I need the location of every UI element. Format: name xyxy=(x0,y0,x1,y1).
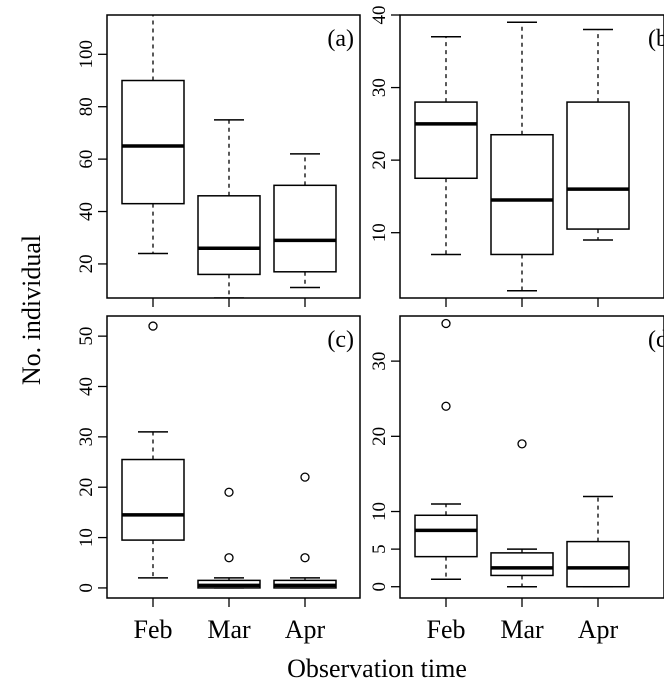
iqr-box xyxy=(121,79,185,205)
panels-group: 20406080100(a)10203040(b)01020304050FebM… xyxy=(76,6,664,644)
outlier-point xyxy=(148,321,158,331)
iqr-box xyxy=(197,195,261,276)
x-tick-label: Feb xyxy=(134,615,173,644)
y-tick-label: 40 xyxy=(369,6,390,25)
panel-frame xyxy=(106,315,361,599)
box-apr xyxy=(273,153,337,289)
outlier-point xyxy=(441,318,451,329)
y-axis-title: No. individual xyxy=(17,235,46,385)
y-tick-label: 100 xyxy=(76,40,97,69)
y-tick-label: 30 xyxy=(369,352,390,371)
iqr-box xyxy=(414,101,478,180)
box-feb xyxy=(121,321,185,579)
box-mar xyxy=(490,439,554,588)
outlier-point xyxy=(224,487,234,497)
y-tick-label: 60 xyxy=(76,150,97,169)
panel-marks xyxy=(414,318,630,588)
box-feb xyxy=(414,36,478,256)
iqr-box xyxy=(566,101,630,230)
panel-label: (c) xyxy=(327,327,354,353)
panel-marks xyxy=(414,21,630,292)
y-tick-label: 40 xyxy=(76,202,97,221)
y-tick-label: 10 xyxy=(369,502,390,521)
y-tick-label: 20 xyxy=(369,151,390,170)
iqr-box xyxy=(566,540,630,588)
panel-marks xyxy=(121,15,337,298)
panel-label: (d) xyxy=(648,327,664,353)
iqr-box xyxy=(273,184,337,273)
box-apr xyxy=(566,495,630,588)
x-tick-label: Feb xyxy=(427,615,466,644)
panel-label: (a) xyxy=(327,26,354,52)
y-tick-label: 10 xyxy=(76,528,97,547)
outlier-point xyxy=(300,553,310,563)
x-tick-label: Mar xyxy=(207,615,251,644)
x-tick-label: Apr xyxy=(578,615,619,644)
y-tick-label: 0 xyxy=(369,582,390,592)
box-apr xyxy=(566,28,630,241)
outlier-point xyxy=(300,472,310,482)
panel-label: (b) xyxy=(648,26,664,52)
y-tick-label: 20 xyxy=(369,427,390,446)
y-tick-label: 10 xyxy=(369,223,390,242)
panel-marks xyxy=(121,321,337,589)
x-tick-label: Mar xyxy=(500,615,544,644)
y-tick-label: 80 xyxy=(76,97,97,116)
outlier-point xyxy=(517,439,527,449)
box-feb xyxy=(121,15,185,255)
box-mar xyxy=(197,119,261,298)
y-tick-label: 20 xyxy=(76,254,97,273)
outlier-point xyxy=(441,401,451,411)
iqr-box xyxy=(490,133,554,256)
iqr-box xyxy=(121,458,185,541)
panel-b: 10 20 30 40 (b) xyxy=(369,6,664,307)
panel-a: 20 40 60 80 100 (a) xyxy=(76,14,361,307)
box-mar xyxy=(490,21,554,292)
y-tick-label: 50 xyxy=(76,327,97,346)
x-tick-label: Apr xyxy=(285,615,326,644)
panel-frame xyxy=(399,315,664,599)
y-tick-label: 30 xyxy=(76,427,97,446)
y-tick-label: 40 xyxy=(76,377,97,396)
panel-c: 0 10 20 30 40 50 Feb Mar Apr (c) xyxy=(76,315,361,644)
box-mar xyxy=(197,487,261,589)
y-tick-label: 0 xyxy=(76,583,97,593)
box-feb xyxy=(414,318,478,580)
y-tick-label: 20 xyxy=(76,478,97,497)
y-tick-label: 30 xyxy=(369,78,390,97)
iqr-box xyxy=(490,552,554,577)
outlier-point xyxy=(224,553,234,563)
panel-d: 0 5 10 20 30 Feb Mar Apr (d) xyxy=(369,315,664,644)
panel-frame xyxy=(399,14,664,299)
box-apr xyxy=(273,472,337,589)
iqr-box xyxy=(414,514,478,558)
x-axis-title: Observation time xyxy=(287,654,467,683)
y-tick-label: 5 xyxy=(369,544,390,554)
